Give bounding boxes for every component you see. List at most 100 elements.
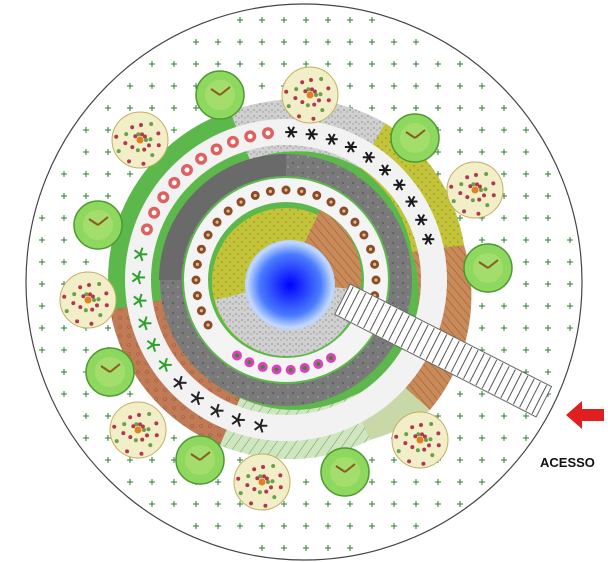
lawn-cross xyxy=(369,17,375,23)
brown-flower-icon xyxy=(236,197,246,207)
lawn-cross xyxy=(193,501,199,507)
flowering-tree-icon xyxy=(281,66,339,124)
lawn-cross xyxy=(479,149,485,155)
lawn-cross xyxy=(39,303,45,309)
lawn-cross xyxy=(237,39,243,45)
lawn-cross xyxy=(303,545,309,551)
flower-ring xyxy=(125,119,447,441)
fern-icon xyxy=(158,357,172,372)
lawn-cross xyxy=(105,193,111,199)
lawn-cross xyxy=(127,105,133,111)
lawn-cross xyxy=(61,391,67,397)
lawn-cross xyxy=(545,193,551,199)
lawn-cross xyxy=(391,105,397,111)
red-flower-icon xyxy=(157,191,170,204)
lawn-cross xyxy=(369,83,375,89)
lawn-cross xyxy=(479,303,485,309)
lawn-cross xyxy=(171,105,177,111)
lawn-cross xyxy=(215,501,221,507)
lawn-cross xyxy=(259,545,265,551)
brown-flower-icon xyxy=(370,259,380,269)
brown-flower-icon xyxy=(212,217,222,227)
lawn-cross xyxy=(149,61,155,67)
red-flower-icon xyxy=(148,206,161,219)
lawn-cross xyxy=(281,61,287,67)
lawn-cross xyxy=(61,369,67,375)
lawn-cross xyxy=(347,17,353,23)
lawn-cross xyxy=(391,501,397,507)
lawn-cross xyxy=(347,83,353,89)
lawn-cross xyxy=(325,501,331,507)
lawn-cross xyxy=(39,325,45,331)
lawn-cross xyxy=(479,457,485,463)
lawn-cross xyxy=(193,105,199,111)
black-plant-icon xyxy=(415,214,428,226)
red-flower-icon xyxy=(226,135,239,148)
lawn-cross xyxy=(105,457,111,463)
lawn-cross xyxy=(215,61,221,67)
lawn-cross xyxy=(127,391,133,397)
fern-icon xyxy=(190,391,204,406)
lawn-cross xyxy=(435,61,441,67)
lawn-cross xyxy=(171,83,177,89)
brown-flower-icon xyxy=(196,244,206,254)
lawn-cross xyxy=(391,457,397,463)
lawn-cross xyxy=(523,149,529,155)
brown-flower-icon xyxy=(265,186,275,196)
lawn-cross xyxy=(457,105,463,111)
lawn-cross xyxy=(369,479,375,485)
lawn-cross xyxy=(413,61,419,67)
lawn-cross xyxy=(149,501,155,507)
lawn-cross xyxy=(501,215,507,221)
lawn-cross xyxy=(149,105,155,111)
lawn-cross xyxy=(171,479,177,485)
lawn-cross xyxy=(413,501,419,507)
lawn-cross xyxy=(435,149,441,155)
lawn-cross xyxy=(567,259,573,265)
lawn-cross xyxy=(391,39,397,45)
lawn-cross xyxy=(391,83,397,89)
lawn-cross xyxy=(457,413,463,419)
flowering-tree-icon xyxy=(446,161,504,219)
lawn-cross xyxy=(457,501,463,507)
lawn-cross xyxy=(545,369,551,375)
lawn-cross xyxy=(61,171,67,177)
lawn-cross xyxy=(83,149,89,155)
lawn-cross xyxy=(61,325,67,331)
brown-flower-icon xyxy=(203,320,213,330)
lawn-cross xyxy=(545,325,551,331)
lawn-cross xyxy=(61,237,67,243)
lawn-cross xyxy=(501,105,507,111)
lawn-cross xyxy=(435,501,441,507)
pink-flower-icon xyxy=(313,359,324,370)
lawn-cross xyxy=(567,281,573,287)
lawn-cross xyxy=(281,17,287,23)
black-plant-icon xyxy=(285,126,298,138)
lawn-cross xyxy=(413,523,419,529)
fern-icon xyxy=(133,247,148,262)
lawn-cross xyxy=(545,347,551,353)
lawn-cross xyxy=(83,127,89,133)
black-plant-icon xyxy=(393,179,406,191)
lawn-cross xyxy=(501,347,507,353)
lawn-cross xyxy=(523,215,529,221)
lawn-cross xyxy=(567,303,573,309)
lawn-cross xyxy=(501,237,507,243)
pink-flower-icon xyxy=(244,357,255,368)
brown-flower-icon xyxy=(350,217,360,227)
red-flower-icon xyxy=(180,164,193,177)
lawn-cross xyxy=(567,325,573,331)
lawn-cross xyxy=(105,413,111,419)
access-label: ACESSO xyxy=(540,455,595,470)
lawn-cross xyxy=(523,281,529,287)
lawn-cross xyxy=(347,545,353,551)
lawn-cross xyxy=(413,39,419,45)
lawn-cross xyxy=(523,259,529,265)
lawn-cross xyxy=(127,83,133,89)
lawn-cross xyxy=(413,83,419,89)
lawn-cross xyxy=(457,391,463,397)
lawn-cross xyxy=(281,523,287,529)
lawn-cross xyxy=(149,457,155,463)
brown-flower-icon xyxy=(250,190,260,200)
lawn-cross xyxy=(369,457,375,463)
